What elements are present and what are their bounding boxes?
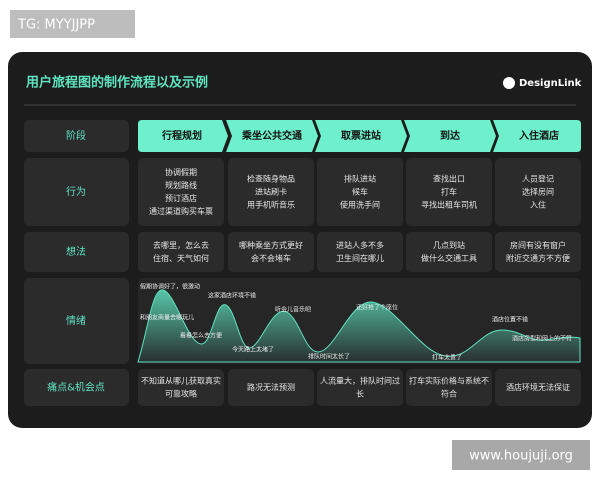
pain-point-cell xyxy=(317,369,403,406)
behavior: 打车 xyxy=(441,187,457,197)
emotion-note: 看看怎么去方便 xyxy=(180,332,222,340)
pain-point: 可靠攻略 xyxy=(165,389,197,399)
row-label: 想法 xyxy=(66,245,86,258)
thought-cell xyxy=(406,232,492,272)
behavior-cell xyxy=(406,158,492,226)
behavior: 协调假期 xyxy=(165,167,197,177)
behavior: 查找出口 xyxy=(433,174,465,184)
behavior: 规划路线 xyxy=(165,180,197,190)
emotion-note: 听会儿音乐吧 xyxy=(275,306,311,314)
thought-cell xyxy=(228,232,314,272)
row-label-cell xyxy=(24,369,129,406)
pain-point-cell xyxy=(138,369,224,406)
stage-label: 入住酒店 xyxy=(519,129,559,142)
row-label: 行为 xyxy=(66,185,86,198)
emotion-note: 还好抢了个座位 xyxy=(356,304,398,312)
emotion-note: 酒店房型和网上的不符 xyxy=(512,335,572,343)
behavior: 入住 xyxy=(530,200,546,210)
row-label-cell xyxy=(24,120,129,152)
logo-icon xyxy=(503,77,515,89)
behavior: 预订酒店 xyxy=(165,193,197,203)
title: 用户旅程图的制作流程以及示例 xyxy=(25,75,208,91)
behavior: 人员登记 xyxy=(522,174,554,184)
behavior: 选择房间 xyxy=(522,187,554,197)
pain-point: 不知道从哪儿获取真实 xyxy=(141,376,221,386)
behavior: 使用洗手间 xyxy=(340,200,380,210)
emotion-note: 和朋友商量去哪玩儿 xyxy=(140,314,194,322)
thought: 住宿、天气如何 xyxy=(153,253,209,263)
pain-point: 打车实际价格与系统不 xyxy=(409,376,489,386)
thought: 房间有没有窗户 xyxy=(510,240,566,250)
emotion-note: 今天路上太堵了 xyxy=(232,346,274,354)
thought-cell xyxy=(317,232,403,272)
stage-label: 行程规划 xyxy=(161,129,202,142)
pain-point: 酒店环境无法保证 xyxy=(506,382,570,392)
behavior: 检查随身物品 xyxy=(247,174,295,184)
watermark-box xyxy=(452,440,590,470)
behavior-cell xyxy=(138,158,224,226)
thought: 卫生间在哪儿 xyxy=(336,253,384,263)
row-label: 痛点&机会点 xyxy=(47,381,105,394)
emotion-note: 打车太贵了 xyxy=(432,354,462,362)
thought: 附近交通方不方便 xyxy=(506,253,570,263)
stage-chevron xyxy=(493,120,581,152)
row-label: 情绪 xyxy=(66,314,86,327)
emotion-note: 酒店位置不错 xyxy=(492,316,528,324)
behavior-cell xyxy=(228,158,314,226)
stage-label: 取票进站 xyxy=(341,129,381,142)
thought-cell xyxy=(495,232,581,272)
stage-chevron xyxy=(138,120,228,152)
stage-chevron xyxy=(226,120,318,152)
emotion-curve xyxy=(137,289,581,363)
pain-point: 长 xyxy=(356,389,364,399)
thought: 去哪里，怎么去 xyxy=(153,240,209,250)
emotion-note: 排队时间太长了 xyxy=(308,353,350,361)
pain-point-cell xyxy=(228,369,314,406)
thought: 进站人多不多 xyxy=(336,240,384,250)
pain-point: 符合 xyxy=(441,389,457,399)
thought: 几点到站 xyxy=(433,240,465,250)
thought: 会不会堵车 xyxy=(251,253,291,263)
behavior: 排队进站 xyxy=(344,174,376,184)
pain-point-cell xyxy=(495,369,581,406)
row-label: 阶段 xyxy=(66,129,86,142)
behavior: 通过渠道购买车票 xyxy=(149,206,213,216)
behavior: 候车 xyxy=(352,187,368,197)
row-label-cell xyxy=(24,158,129,226)
pain-point-cell xyxy=(406,369,492,406)
row-label-cell xyxy=(24,278,129,364)
behavior: 用手机听音乐 xyxy=(247,200,295,210)
row-label-cell xyxy=(24,232,129,272)
behavior: 寻找出租车司机 xyxy=(421,200,477,210)
stage-chevron xyxy=(315,120,407,152)
behavior-cell xyxy=(495,158,581,226)
emotion-note: 这家酒店环境不错 xyxy=(208,292,256,300)
tag-box xyxy=(10,10,135,38)
tag: TG: MYYJJPP xyxy=(17,18,95,33)
logo: DesignLink xyxy=(519,78,582,89)
behavior-cell xyxy=(317,158,403,226)
behavior: 进站刷卡 xyxy=(255,187,287,197)
thought: 哪种乘坐方式更好 xyxy=(239,240,303,250)
stage-label: 乘坐公共交通 xyxy=(241,129,302,142)
emotion-note: 假期协调好了，很激动 xyxy=(140,283,200,291)
stage-chevron xyxy=(404,120,496,152)
pain-point: 路况无法预测 xyxy=(247,382,295,392)
thought: 做什么交通工具 xyxy=(421,253,477,263)
watermark: www.houjuji.org xyxy=(469,449,573,464)
stage-label: 到达 xyxy=(440,129,460,142)
pain-point: 人流量大，排队时间过 xyxy=(320,376,400,386)
thought-cell xyxy=(138,232,224,272)
